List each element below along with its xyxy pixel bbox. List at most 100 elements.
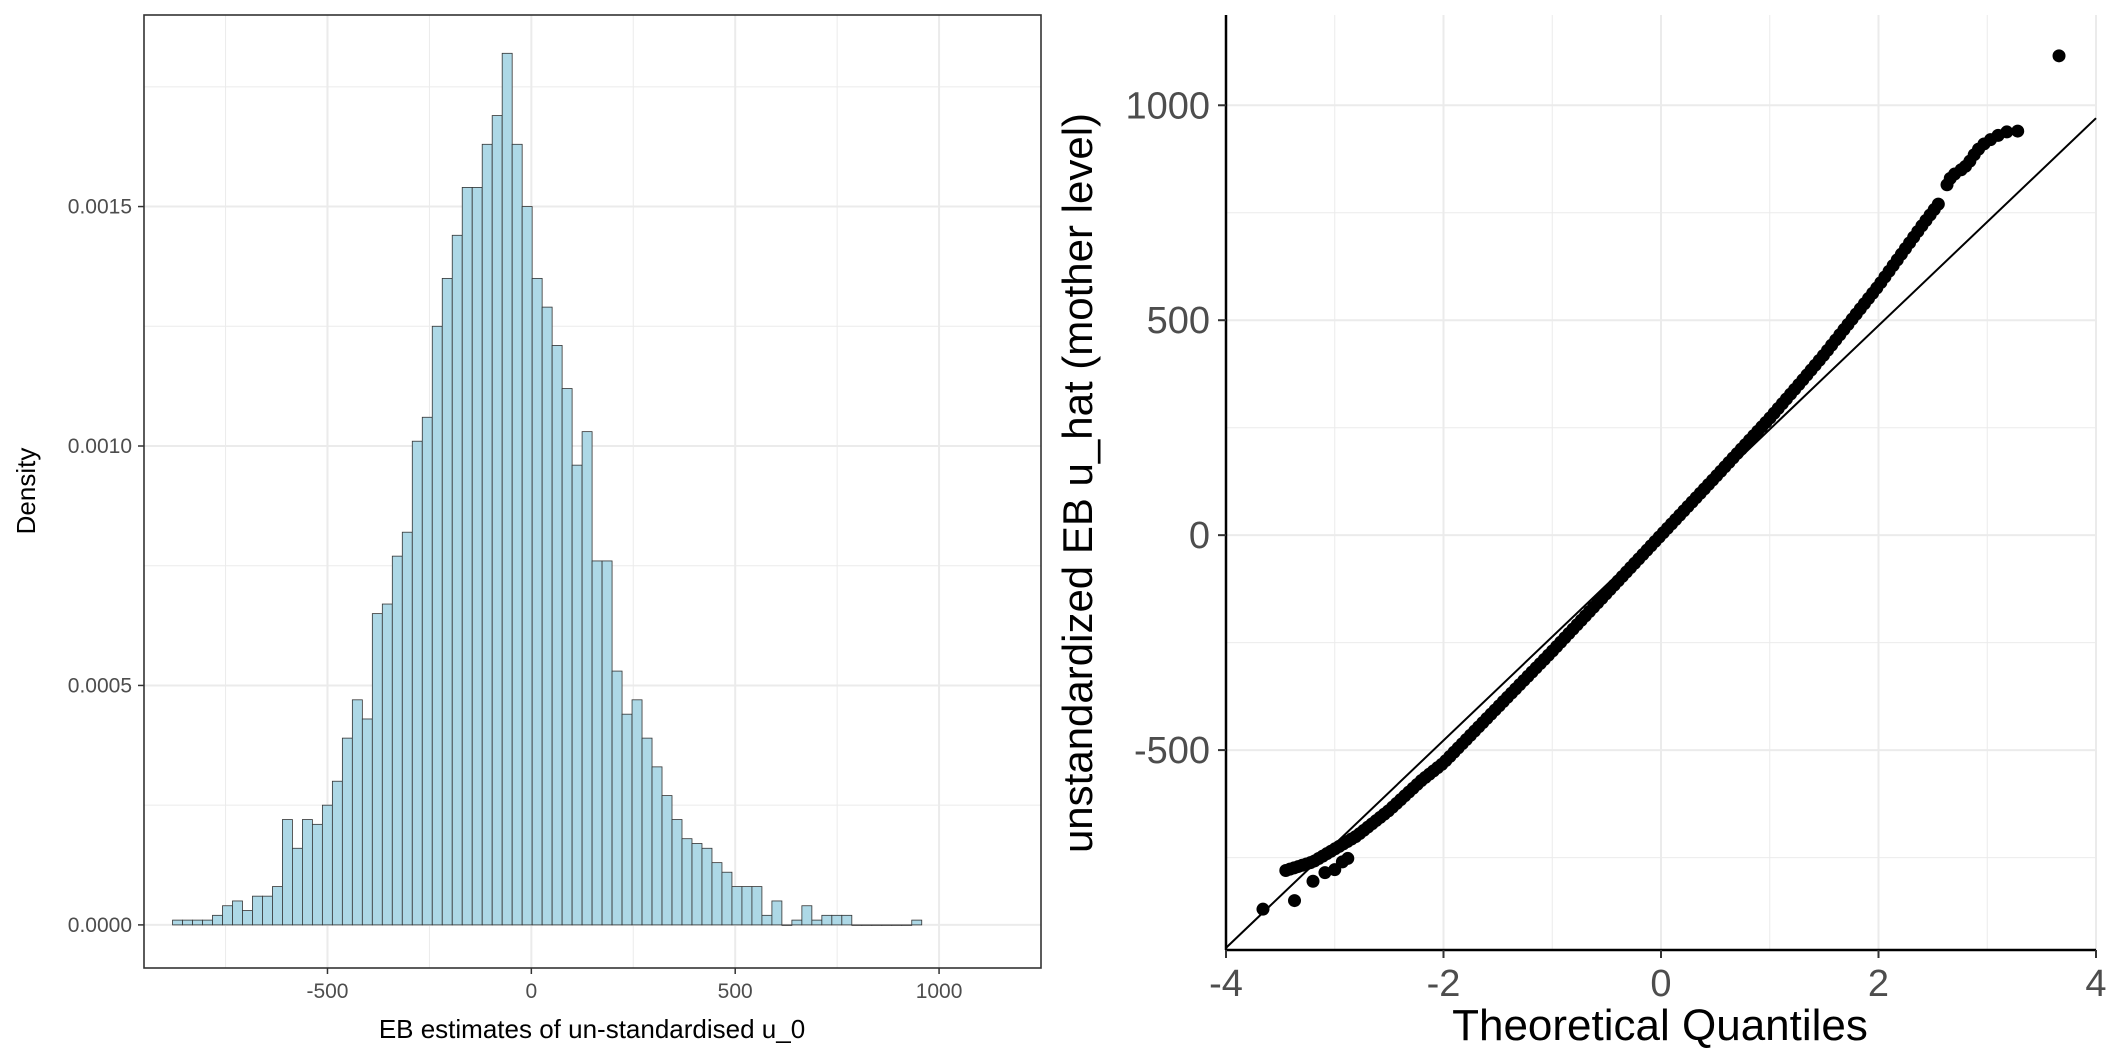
histogram-bar <box>212 914 223 926</box>
histogram-bar <box>581 431 593 926</box>
histogram-bar <box>631 699 643 926</box>
histogram-bar <box>491 115 503 926</box>
histogram-bar <box>421 416 433 926</box>
histogram-bar <box>811 919 823 926</box>
qq-plot-panel: -4 -2 0 2 4 -500 0 500 1000 Theoretical Quantil… <box>1054 15 2107 1050</box>
histogram-bar <box>791 919 803 926</box>
histogram-bar <box>431 325 443 926</box>
qq-point <box>1341 851 1355 865</box>
histogram-bar <box>262 895 273 926</box>
histogram-y-axis-title: Density <box>11 448 41 535</box>
histogram-bar <box>721 871 733 926</box>
histogram-bar <box>891 924 903 926</box>
histogram-bar <box>711 862 723 926</box>
qq-y-tick-label: 1000 <box>1125 85 1210 127</box>
histogram-bar <box>371 613 383 926</box>
qq-x-tick-label: -4 <box>1209 963 1243 1005</box>
qq-y-axis-title: unstandardized EB u_hat (mother level) <box>1054 113 1101 853</box>
histogram-bar <box>821 914 833 926</box>
histogram-y-tick-label: 0.0000 <box>68 914 132 937</box>
qq-point <box>1318 866 1332 880</box>
qq-point <box>2052 49 2066 63</box>
histogram-bar <box>381 603 393 926</box>
qq-point <box>2000 125 2014 139</box>
histogram-bar <box>282 819 293 926</box>
qq-point <box>1931 197 1945 211</box>
histogram-bar <box>671 819 683 926</box>
qq-point <box>2011 124 2025 138</box>
histogram-bar <box>551 345 563 926</box>
histogram-y-tick-label: 0.0005 <box>68 674 132 697</box>
qq-x-tick-label: 4 <box>2085 963 2106 1005</box>
histogram-bar <box>411 440 423 926</box>
qq-y-tick-label: 0 <box>1189 515 1210 557</box>
histogram-y-ticks: 0.0000 0.0005 0.0010 0.0015 <box>68 196 144 937</box>
histogram-bar <box>461 187 473 926</box>
histogram-x-tick-label: 500 <box>718 980 753 1003</box>
histogram-bar <box>691 843 703 926</box>
histogram-bar <box>911 919 923 926</box>
qq-point <box>1256 902 1270 916</box>
histogram-bar <box>851 924 863 926</box>
histogram-bar <box>441 277 453 926</box>
histogram-bar <box>471 187 483 926</box>
histogram-bar <box>232 900 243 926</box>
histogram-y-tick-label: 0.0015 <box>68 196 132 219</box>
histogram-bar <box>621 713 633 926</box>
histogram-bar <box>611 670 623 926</box>
histogram-bar <box>881 924 893 926</box>
histogram-bar <box>252 895 263 926</box>
histogram-bar <box>841 914 853 926</box>
histogram-bar <box>401 531 413 926</box>
histogram-bar <box>641 737 653 926</box>
histogram-bar <box>242 910 253 926</box>
histogram-bar <box>202 919 213 926</box>
histogram-bar <box>861 924 873 926</box>
histogram-bar <box>331 780 343 926</box>
histogram-bar <box>391 555 403 926</box>
qq-points <box>1256 49 2066 916</box>
qq-y-ticks: -500 0 500 1000 <box>1125 85 1226 772</box>
histogram-bar <box>651 766 663 926</box>
histogram-bar <box>321 804 333 926</box>
qq-x-tick-label: -2 <box>1427 963 1461 1005</box>
qq-y-tick-label: -500 <box>1134 730 1210 772</box>
histogram-bars <box>172 52 923 926</box>
histogram-bar <box>172 919 183 926</box>
histogram-bar <box>521 206 533 926</box>
histogram-bar <box>182 919 193 926</box>
histogram-bar <box>781 924 793 926</box>
histogram-bar <box>771 900 783 926</box>
histogram-bar <box>351 699 363 926</box>
histogram-bar <box>701 847 713 926</box>
histogram-bar <box>571 464 583 926</box>
histogram-x-ticks: -500 0 500 1000 <box>306 968 962 1003</box>
histogram-x-tick-label: 0 <box>525 980 537 1003</box>
qq-x-axis-title: Theoretical Quantiles <box>1452 1001 1868 1050</box>
histogram-bar <box>501 52 513 926</box>
histogram-bar <box>541 306 553 926</box>
histogram-panel: -500 0 500 1000 0.0000 0.0005 0.0010 0.0015 EB… <box>11 14 1042 1044</box>
histogram-x-tick-label: 1000 <box>916 980 963 1003</box>
histogram-x-axis-title: EB estimates of un-standardised u_0 <box>379 1014 805 1044</box>
histogram-bar <box>511 143 523 926</box>
qq-x-tick-label: 0 <box>1650 963 1671 1005</box>
histogram-bar <box>601 560 613 926</box>
histogram-panel-border <box>143 14 1042 969</box>
histogram-bar <box>451 234 463 926</box>
histogram-bar <box>751 886 763 926</box>
qq-x-ticks: -4 -2 0 2 4 <box>1209 950 2107 1005</box>
qq-x-tick-label: 2 <box>1868 963 1889 1005</box>
histogram-bar <box>292 847 303 926</box>
histogram-bar <box>741 886 753 926</box>
histogram-bar <box>561 388 573 926</box>
histogram-bar <box>831 914 843 926</box>
histogram-bar <box>901 924 913 926</box>
histogram-bar <box>531 277 543 926</box>
qq-point <box>1306 874 1320 888</box>
qq-y-tick-label: 500 <box>1147 300 1210 342</box>
histogram-bar <box>481 143 493 926</box>
histogram-bar <box>272 886 283 926</box>
histogram-x-tick-label: -500 <box>306 980 348 1003</box>
histogram-bar <box>801 905 813 926</box>
